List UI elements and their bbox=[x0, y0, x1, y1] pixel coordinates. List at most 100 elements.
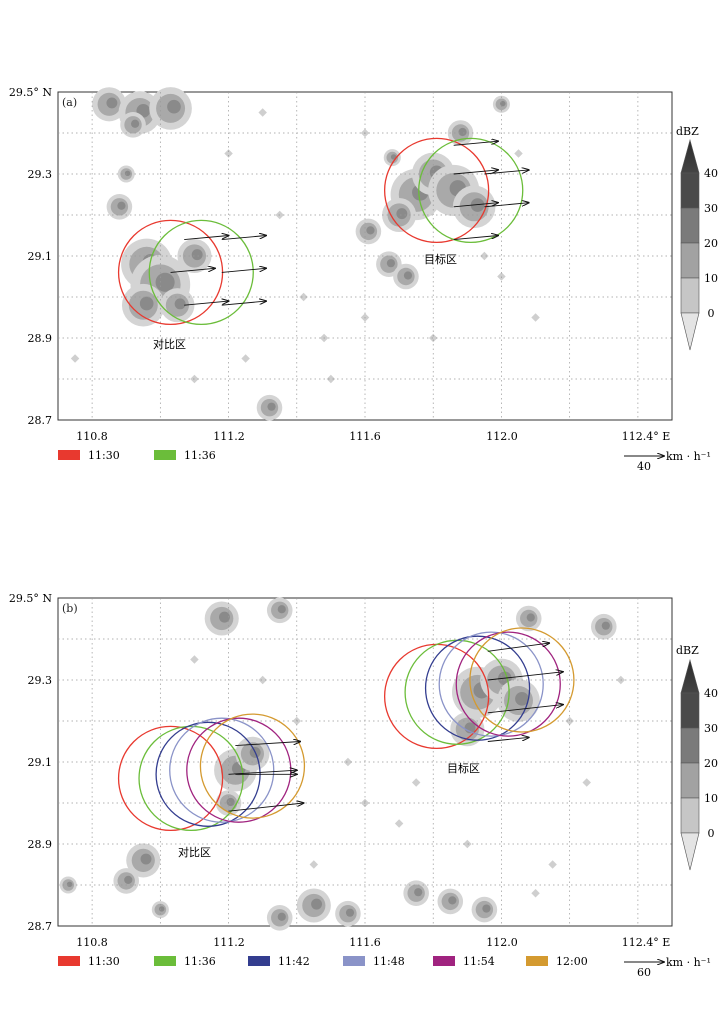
radar-echo-speck bbox=[531, 313, 540, 322]
motion-arrows-a bbox=[170, 141, 529, 306]
colorbar-segment bbox=[680, 242, 700, 279]
motion-vector-arrow bbox=[487, 737, 529, 742]
legend-label: 11:36 bbox=[184, 955, 216, 968]
compare-region-label: 对比区 bbox=[178, 845, 211, 859]
colorbar-title: dBZ bbox=[676, 125, 699, 138]
legend-swatch bbox=[154, 450, 176, 460]
radar-echo-peak bbox=[601, 621, 610, 630]
motion-vector-arrow bbox=[487, 705, 563, 714]
legend-swatch bbox=[248, 956, 270, 966]
motion-vector-arrow bbox=[453, 141, 498, 146]
y-tick-label: 28.7 bbox=[28, 920, 53, 933]
radar-echo-speck bbox=[531, 888, 540, 898]
radar-echo-peak bbox=[140, 853, 152, 865]
x-tick-label: 111.6 bbox=[349, 936, 381, 949]
radar-echo-speck bbox=[343, 757, 353, 767]
radar-echo-speck bbox=[70, 354, 80, 363]
radar-echo-peak bbox=[66, 881, 73, 888]
legend-label: 12:00 bbox=[556, 955, 588, 968]
y-axis-b: 29.5° N 29.3 29.1 28.9 28.7 bbox=[9, 592, 52, 933]
radar-echo-speck bbox=[224, 149, 233, 158]
radar-echo-speck bbox=[326, 374, 336, 384]
colorbar-segment bbox=[680, 762, 700, 799]
radar-echo-speck bbox=[582, 778, 591, 787]
legend-label: 11:36 bbox=[184, 449, 216, 462]
legend-swatch bbox=[154, 956, 176, 966]
x-axis-b: 110.8 111.2 111.6 112.0 112.4° E bbox=[76, 936, 670, 949]
motion-vector-arrow bbox=[453, 170, 498, 175]
target-region-label: 目标区 bbox=[424, 252, 457, 266]
compare-region-label: 对比区 bbox=[153, 337, 186, 351]
radar-echo-peak bbox=[482, 904, 491, 913]
radar-echo-speck bbox=[258, 675, 267, 685]
motion-vector-arrow bbox=[484, 170, 528, 175]
motion-vector-arrow bbox=[228, 770, 297, 775]
y-tick-label: 28.9 bbox=[28, 332, 53, 345]
scale-value: 40 bbox=[637, 460, 651, 473]
x-tick-label: 110.8 bbox=[76, 430, 108, 443]
radar-echo-peak bbox=[117, 201, 126, 210]
panel-label-a: (a) bbox=[62, 96, 77, 109]
radar-echo-speck bbox=[394, 819, 404, 828]
colorbar-segment bbox=[680, 277, 700, 314]
radar-echo-peak bbox=[500, 100, 506, 107]
radar-echo-peak bbox=[226, 797, 235, 807]
radar-echo-peak bbox=[366, 226, 375, 235]
radar-echo-peak bbox=[174, 298, 186, 310]
compare-region-circle bbox=[138, 725, 244, 832]
colorbar-tick: 0 bbox=[708, 307, 715, 320]
colorbar-tick: 40 bbox=[704, 167, 718, 180]
target-region-circle bbox=[383, 137, 490, 244]
colorbar-bottom-cap bbox=[680, 312, 700, 351]
legend-swatch bbox=[58, 956, 80, 966]
panel-label-b: (b) bbox=[62, 602, 78, 615]
y-tick-label: 29.1 bbox=[28, 250, 53, 263]
radar-echo-peak bbox=[191, 249, 203, 261]
x-tick-label: 112.4° E bbox=[622, 430, 671, 443]
radar-echo-peak bbox=[106, 97, 118, 109]
x-tick-label: 110.8 bbox=[76, 936, 108, 949]
y-tick-label: 28.9 bbox=[28, 838, 53, 851]
radar-echo-peak bbox=[526, 613, 535, 622]
legend-swatch bbox=[58, 450, 80, 460]
motion-vector-arrow bbox=[228, 803, 304, 812]
colorbar-a: dBZ 40 30 20 10 0 bbox=[676, 125, 718, 351]
compare-region-circle bbox=[169, 717, 275, 823]
motion-arrows-b bbox=[228, 643, 563, 812]
motion-vector-arrow bbox=[221, 268, 266, 273]
motion-vector-arrow bbox=[221, 301, 266, 306]
gridlines-b bbox=[58, 598, 672, 926]
colorbar-b: dBZ 40 30 20 10 0 bbox=[676, 644, 718, 871]
legend-b: 11:30 11:36 11:42 11:48 11:54 12:00 bbox=[58, 955, 588, 968]
radar-echo-peak bbox=[167, 99, 181, 114]
radar-echo-peak bbox=[345, 908, 355, 917]
radar-echo-peak bbox=[130, 119, 140, 128]
motion-vector-arrow bbox=[484, 203, 528, 208]
y-axis-a: 29.5° N 29.3 29.1 28.9 28.7 bbox=[9, 86, 52, 427]
x-axis-a: 110.8 111.2 111.6 112.0 112.4° E bbox=[76, 430, 670, 443]
radar-echo-peak bbox=[124, 875, 133, 884]
motion-vector-arrow bbox=[221, 236, 266, 241]
legend-swatch bbox=[433, 956, 455, 966]
legend-label: 11:48 bbox=[373, 955, 405, 968]
motion-vector-arrow bbox=[170, 268, 215, 273]
y-tick-label: 29.5° N bbox=[9, 592, 52, 605]
compare-region-circle bbox=[148, 219, 254, 326]
legend-label: 11:54 bbox=[463, 955, 495, 968]
colorbar-segment bbox=[680, 692, 700, 729]
colorbar-segment bbox=[680, 207, 700, 244]
radar-echo-speck bbox=[463, 839, 472, 849]
colorbar-tick: 10 bbox=[704, 792, 718, 805]
radar-echo-peak bbox=[277, 605, 286, 614]
scale-unit: km · h⁻¹ bbox=[666, 450, 711, 463]
radar-echo-speck bbox=[309, 860, 319, 869]
colorbar-tick: 20 bbox=[704, 757, 718, 770]
radar-echo-peak bbox=[448, 896, 457, 905]
gridlines-a bbox=[58, 92, 672, 420]
colorbar-tick: 10 bbox=[704, 272, 718, 285]
radar-echo-peak bbox=[158, 906, 165, 912]
scale-unit: km · h⁻¹ bbox=[666, 956, 711, 969]
x-tick-label: 111.2 bbox=[213, 430, 245, 443]
radar-echo-speck bbox=[480, 251, 489, 261]
colorbar-top-cap bbox=[680, 138, 700, 174]
